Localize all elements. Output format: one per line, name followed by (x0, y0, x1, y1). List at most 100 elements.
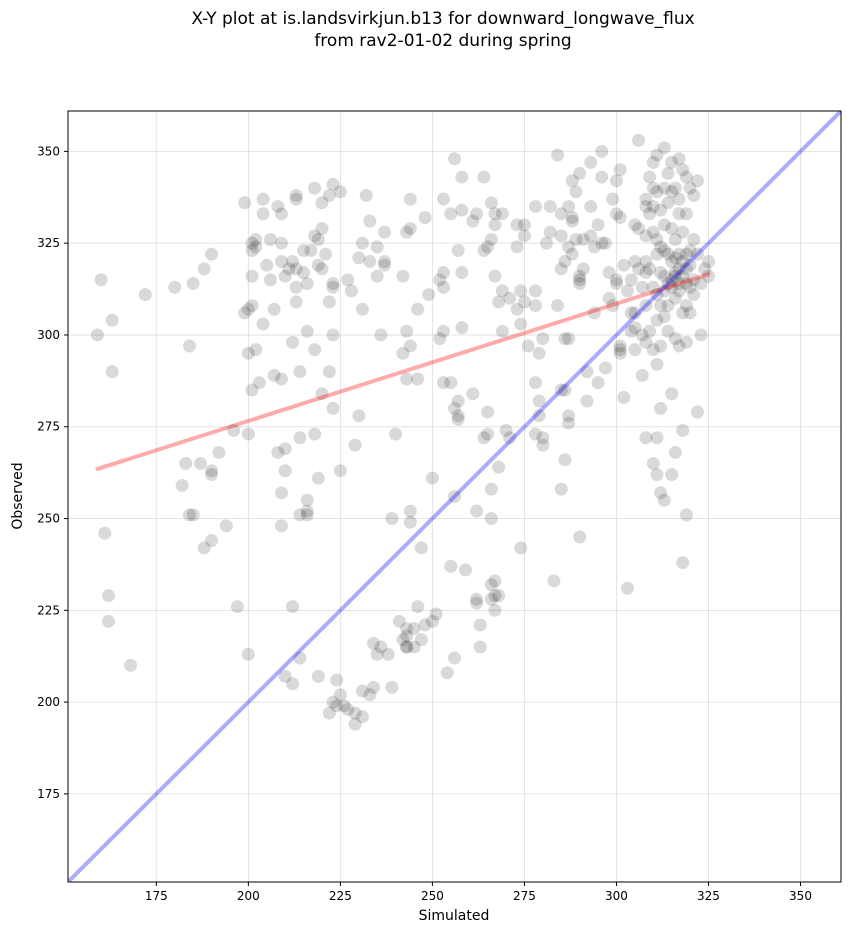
scatter-point (591, 376, 605, 390)
scatter-point (679, 335, 693, 349)
scatter-point (554, 207, 568, 221)
scatter-point (562, 332, 576, 346)
scatter-point (573, 530, 587, 544)
scatter-point (286, 600, 300, 614)
scatter-point (536, 438, 550, 452)
scatter-point (654, 401, 668, 415)
scatter-point (558, 453, 572, 467)
scatter-point (330, 673, 344, 687)
scatter-point (451, 244, 465, 258)
scatter-point (433, 273, 447, 287)
scatter-point (448, 651, 461, 665)
scatter-point (101, 589, 115, 603)
scatter-point (569, 185, 583, 199)
scatter-point (245, 244, 259, 258)
scatter-point (403, 192, 417, 206)
scatter-point (521, 339, 535, 353)
scatter-point (293, 508, 307, 522)
scatter-point (425, 614, 439, 628)
scatter-point (205, 467, 219, 481)
scatter-point (565, 247, 579, 261)
scatter-point (286, 255, 300, 269)
scatter-point (679, 170, 693, 184)
scatter-point (609, 207, 623, 221)
scatter-point (609, 174, 623, 188)
scatter-point (565, 214, 579, 228)
scatter-point (400, 622, 414, 636)
regression-line (95, 272, 711, 471)
scatter-point (326, 401, 340, 415)
scatter-point (374, 640, 388, 654)
scatter-point (311, 669, 325, 683)
x-tick-label: 200 (237, 889, 260, 903)
scatter-point (326, 280, 340, 294)
scatter-point (436, 280, 450, 294)
scatter-point (411, 302, 425, 316)
data-points (90, 133, 715, 731)
scatter-point (168, 280, 182, 294)
scatter-point (646, 155, 660, 169)
scatter-point (436, 266, 450, 280)
scatter-point (315, 387, 329, 401)
scatter-point (363, 255, 377, 269)
scatter-point (665, 255, 679, 269)
scatter-point (403, 221, 417, 235)
scatter-point (451, 394, 465, 408)
scatter-point (470, 504, 484, 518)
scatter-point (650, 233, 664, 246)
scatter-point (488, 603, 502, 617)
scatter-point (260, 258, 274, 272)
scatter-point (436, 192, 450, 206)
scatter-point (514, 284, 528, 298)
scatter-point (635, 280, 649, 294)
scatter-point (558, 383, 572, 397)
scatter-point (621, 581, 635, 595)
scatter-point (668, 269, 682, 283)
scatter-point (274, 486, 288, 500)
scatter-point (256, 192, 270, 206)
scatter-point (488, 207, 502, 221)
scatter-point (444, 376, 458, 390)
scatter-point (484, 233, 498, 246)
scatter-point (249, 343, 263, 357)
scatter-point (488, 589, 502, 603)
y-tick-label: 275 (37, 420, 60, 434)
scatter-point (657, 181, 671, 195)
scatter-point (639, 255, 653, 269)
scatter-point (587, 240, 601, 254)
scatter-point (300, 493, 314, 507)
scatter-point (274, 236, 288, 250)
scatter-point (182, 339, 196, 353)
chart-title-line2: from rav2-01-02 during spring (314, 31, 572, 51)
scatter-point (422, 288, 436, 302)
scatter-point (238, 306, 252, 320)
scatter-point (591, 218, 605, 232)
scatter-point (609, 277, 623, 291)
scatter-point (348, 438, 362, 452)
scatter-point (628, 255, 642, 269)
scatter-point (650, 148, 664, 162)
scatter-point (683, 244, 697, 258)
x-tick-label: 225 (329, 889, 352, 903)
scatter-point (701, 269, 715, 283)
scatter-point (628, 218, 642, 232)
scatter-point (400, 372, 414, 386)
scatter-point (668, 291, 682, 305)
scatter-point (400, 225, 414, 239)
scatter-point (613, 346, 627, 360)
scatter-point (355, 302, 369, 316)
scatter-point (617, 258, 631, 272)
scatter-point (646, 199, 660, 213)
scatter-point (411, 372, 425, 386)
scatter-point (105, 365, 119, 379)
scatter-point (672, 277, 686, 291)
scatter-point (315, 196, 329, 210)
x-tick-label: 300 (605, 889, 628, 903)
scatter-point (355, 684, 369, 698)
scatter-point (256, 207, 270, 221)
scatter-point (654, 203, 668, 217)
scatter-point (411, 600, 425, 614)
scatter-point (300, 277, 314, 291)
scatter-point (657, 284, 671, 298)
scatter-point (632, 221, 646, 235)
